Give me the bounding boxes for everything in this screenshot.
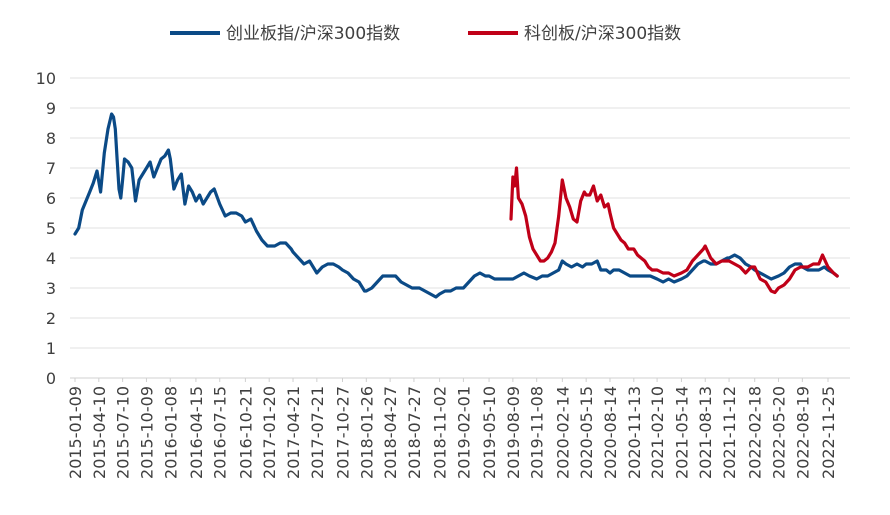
y-tick-label: 5: [46, 219, 56, 238]
x-tick-label: 2016-04-15: [187, 386, 206, 479]
x-tick-label: 2020-11-13: [625, 386, 644, 479]
y-axis: 0 1 2 3 4 5 6 7 8 9 10: [36, 69, 56, 388]
x-tick-label: 2015-10-09: [137, 386, 156, 479]
x-tick-label: 2016-07-15: [211, 386, 230, 479]
x-tick-label: 2017-01-20: [260, 386, 279, 479]
legend-label-2: 科创板/沪深300指数: [524, 24, 681, 44]
x-tick-label: 2015-04-10: [90, 386, 109, 479]
x-tick-label: 2020-08-14: [601, 386, 620, 479]
legend: 创业板指/沪深300指数 科创板/沪深300指数: [170, 24, 681, 44]
x-tick-label: 2022-02-18: [746, 386, 765, 479]
y-tick-label: 9: [46, 99, 56, 118]
x-tick-label: 2021-05-14: [672, 386, 691, 479]
y-tick-label: 6: [46, 189, 56, 208]
legend-label-1: 创业板指/沪深300指数: [226, 24, 400, 44]
y-tick-label: 0: [46, 369, 56, 388]
x-tick-label: 2017-10-27: [333, 386, 352, 479]
x-tick-label: 2021-02-10: [648, 386, 667, 479]
x-tick-label: 2018-07-27: [405, 386, 424, 479]
x-tick-label: 2015-07-10: [114, 386, 133, 479]
x-tick-label: 2022-08-19: [793, 386, 812, 479]
x-tick-label: 2017-07-21: [308, 386, 327, 479]
y-tick-label: 1: [46, 339, 56, 358]
x-tick-label: 2016-01-08: [161, 386, 180, 479]
x-tick-label: 2021-11-12: [720, 386, 739, 479]
x-tick-label: 2019-11-08: [528, 386, 547, 479]
x-tick-label: 2018-01-26: [357, 386, 376, 479]
y-tick-label: 3: [46, 279, 56, 298]
x-axis: 2015-01-09 2015-04-10 2015-07-10 2015-10-09…: [66, 378, 838, 479]
y-tick-label: 7: [46, 159, 56, 178]
x-tick-label: 2022-11-25: [819, 386, 838, 479]
grid-lines: [70, 77, 850, 379]
x-tick-label: 2017-04-21: [284, 386, 303, 479]
x-tick-label: 2020-02-14: [553, 386, 572, 479]
x-tick-label: 2018-11-02: [431, 386, 450, 479]
x-tick-label: 2018-04-27: [381, 386, 400, 479]
x-tick-label: 2015-01-09: [66, 386, 85, 479]
series-line-1: [73, 112, 839, 299]
x-tick-label: 2019-02-01: [454, 386, 473, 479]
x-tick-label: 2021-08-13: [696, 386, 715, 479]
x-tick-label: 2022-05-20: [770, 386, 789, 479]
x-tick-label: 2020-05-15: [577, 386, 596, 479]
series-line-2: [509, 166, 839, 295]
x-tick-label: 2019-08-09: [504, 386, 523, 479]
y-tick-label: 4: [46, 249, 56, 268]
y-tick-label: 8: [46, 129, 56, 148]
y-tick-label: 10: [36, 69, 56, 88]
y-tick-label: 2: [46, 309, 56, 328]
x-tick-label: 2016-10-21: [236, 386, 255, 479]
plot-area: [73, 112, 839, 299]
x-tick-label: 2019-05-10: [480, 386, 499, 479]
